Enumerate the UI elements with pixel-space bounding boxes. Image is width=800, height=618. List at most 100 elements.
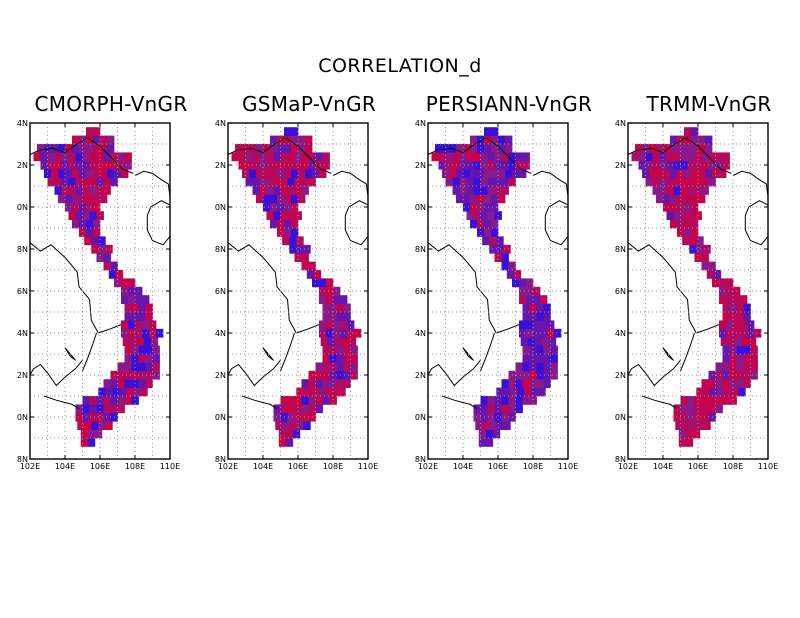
land-cell	[508, 152, 516, 162]
grid	[628, 123, 768, 459]
land-cell	[131, 396, 139, 405]
land-cell	[252, 177, 260, 187]
land-cell	[741, 337, 750, 346]
land-cell	[649, 169, 657, 178]
land-cell	[726, 286, 734, 296]
land-cell	[473, 186, 481, 195]
land-cell	[305, 135, 313, 145]
land-cell	[691, 135, 699, 145]
x-tick-label: 106E	[288, 462, 308, 471]
land-cell	[666, 177, 674, 187]
land-cell	[519, 295, 527, 304]
land-cell	[743, 370, 751, 380]
land-cell	[677, 228, 685, 237]
land-cell	[289, 236, 297, 246]
land-cell	[235, 144, 243, 153]
tick-labels: 102E 104E 106E 108E 110E 8N 10N 12N 14N 16N 18N 20N…	[610, 119, 778, 471]
y-tick-label: 14N	[614, 329, 626, 338]
land-cell	[678, 429, 687, 439]
land-cell	[79, 144, 87, 153]
land-cell	[512, 278, 520, 288]
y-tick-label: 24N	[214, 119, 226, 128]
land-cell	[733, 295, 741, 304]
land-cell	[729, 396, 737, 405]
land-cell	[682, 421, 690, 430]
land-cell	[494, 177, 502, 187]
land-cell	[79, 194, 87, 204]
land-cell	[100, 135, 108, 145]
land-cell	[333, 295, 341, 304]
land-cell	[750, 370, 758, 380]
land-cell	[678, 438, 687, 447]
land-cell	[98, 421, 106, 430]
y-tick-label: 18N	[414, 245, 426, 254]
land-cell	[670, 135, 678, 145]
land-cell	[547, 328, 555, 338]
coastline	[441, 395, 478, 410]
land-cell	[719, 328, 727, 338]
y-tick-label: 24N	[614, 119, 626, 128]
land-cell	[456, 194, 464, 204]
land-cell	[696, 387, 704, 397]
grid	[428, 123, 568, 459]
land-cell	[308, 261, 316, 271]
land-cell	[89, 211, 97, 220]
land-cell	[684, 144, 692, 153]
land-cell	[238, 160, 246, 170]
land-cell	[121, 295, 129, 304]
land-cell	[724, 387, 732, 397]
land-cell	[491, 219, 499, 229]
coastline	[134, 170, 171, 197]
land-cell	[110, 261, 118, 271]
land-cell	[540, 328, 548, 338]
land-cell	[306, 270, 315, 279]
y-tick-label: 14N	[414, 329, 426, 338]
land-cell	[543, 312, 551, 321]
y-tick-label: 24N	[16, 119, 28, 128]
land-cell	[285, 438, 294, 447]
land-cell	[656, 194, 664, 204]
land-cell	[54, 177, 62, 187]
land-cell	[736, 345, 744, 355]
land-cell	[143, 337, 152, 346]
land-cell	[673, 160, 681, 170]
land-cell	[487, 211, 495, 220]
land-cell	[722, 379, 730, 388]
land-cell	[266, 160, 274, 170]
land-cell	[75, 412, 83, 422]
y-tick-label: 8N	[415, 455, 426, 464]
land-cell	[91, 236, 99, 246]
land-cell	[515, 379, 523, 388]
coastlines	[427, 137, 569, 410]
land-cell	[719, 295, 727, 304]
land-cell	[242, 144, 250, 153]
land-cell	[501, 253, 509, 262]
land-cell	[54, 152, 62, 162]
land-cell	[96, 412, 104, 422]
land-cell	[296, 387, 304, 397]
land-cell	[680, 396, 688, 405]
land-cell	[722, 152, 730, 162]
land-cell	[673, 211, 681, 220]
land-cell	[301, 396, 309, 405]
land-cell	[727, 337, 736, 346]
y-tick-label: 10N	[214, 413, 226, 422]
land-cell	[694, 177, 702, 187]
land-cell	[277, 194, 285, 204]
land-cell	[263, 194, 271, 204]
land-cell	[270, 219, 278, 229]
land-cell	[278, 429, 287, 439]
land-cell	[684, 194, 692, 204]
land-cell	[296, 236, 304, 246]
land-cell	[305, 144, 313, 153]
land-cell	[282, 421, 290, 430]
y-tick-label: 14N	[214, 329, 226, 338]
land-cell	[86, 135, 94, 145]
land-cell	[152, 345, 160, 355]
land-cell	[736, 312, 744, 321]
land-cell	[152, 354, 160, 363]
land-cell	[315, 152, 323, 162]
land-cell	[687, 160, 695, 170]
land-cell	[266, 152, 274, 162]
land-cell	[93, 202, 101, 212]
